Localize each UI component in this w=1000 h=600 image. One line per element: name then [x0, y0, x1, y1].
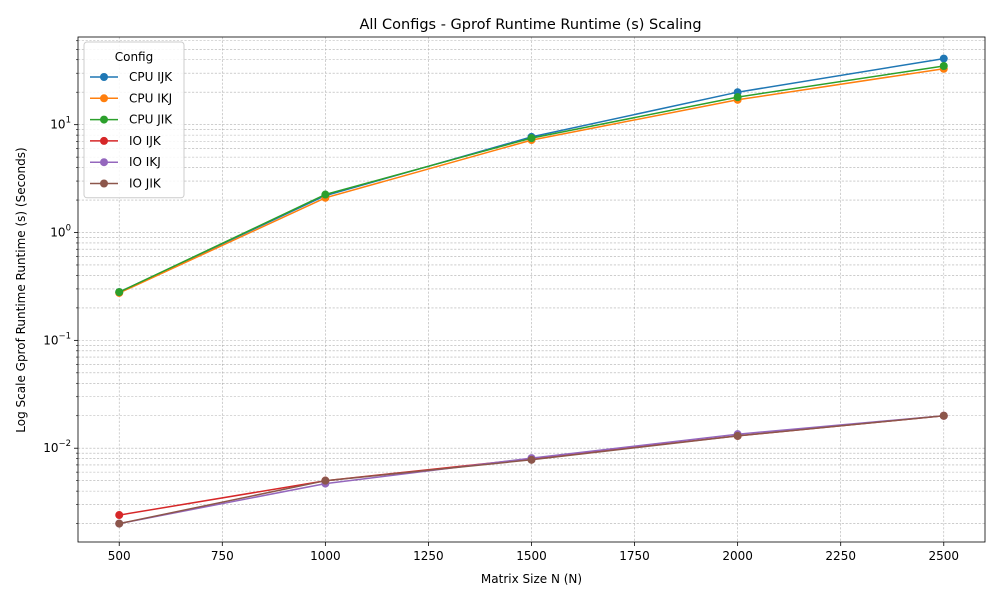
data-point-cpu-jik [733, 93, 742, 102]
plot-series [115, 54, 948, 528]
data-point-cpu-jik [321, 190, 330, 199]
legend-marker [100, 115, 108, 124]
legend-label: IO IKJ [129, 155, 161, 169]
x-axis-title: Matrix Size N (N) [481, 572, 582, 586]
legend: Config CPU IJK CPU IKJ CPU JIK IO IJK IO IKJ I… [83, 41, 185, 199]
data-point-io-ijk [115, 511, 124, 520]
legend-label: CPU JIK [129, 113, 173, 127]
x-tick-label: 1750 [619, 549, 650, 563]
data-point-io-jik [939, 411, 948, 420]
legend-marker [100, 158, 108, 167]
legend-label: CPU IKJ [129, 91, 172, 105]
y-axis-title: Log Scale Gprof Runtime Runtime (s) (Sec… [14, 147, 28, 432]
data-point-io-jik [527, 455, 536, 464]
grid [78, 37, 985, 542]
x-tick-label: 1500 [516, 549, 547, 563]
legend-label: CPU IJK [129, 70, 173, 84]
data-point-cpu-jik [115, 288, 124, 297]
x-tick-label: 2500 [928, 549, 959, 563]
data-point-io-jik [115, 519, 124, 528]
y-axis: 10−2 10−1 100 101 [43, 40, 78, 524]
x-tick-label: 1250 [413, 549, 444, 563]
data-point-cpu-jik [939, 61, 948, 70]
legend-marker [100, 179, 108, 188]
y-tick-label: 10−2 [43, 439, 71, 455]
x-tick-label: 500 [108, 549, 131, 563]
legend-title: Config [115, 50, 154, 64]
y-tick-label: 100 [50, 224, 71, 240]
legend-box [83, 41, 185, 199]
legend-marker [100, 73, 108, 81]
y-tick-label: 10−1 [43, 331, 71, 347]
legend-label: IO JIK [129, 177, 162, 191]
data-point-cpu-jik [527, 134, 536, 143]
data-point-cpu-ijk [939, 54, 948, 63]
x-tick-label: 750 [211, 549, 234, 563]
series-line-io-ikj [119, 414, 944, 525]
legend-marker [100, 136, 108, 145]
chart-title: All Configs - Gprof Runtime Runtime (s) … [359, 17, 701, 33]
series-line-io-jik [119, 414, 944, 525]
x-tick-label: 1000 [310, 549, 341, 563]
data-point-io-jik [321, 476, 330, 485]
x-tick-label: 2000 [722, 549, 753, 563]
data-point-io-jik [733, 431, 742, 440]
y-tick-label: 101 [50, 116, 71, 132]
x-axis: 500 750 1000 1250 1500 1750 2000 2250 2500 [108, 542, 959, 563]
x-tick-label: 2250 [825, 549, 856, 563]
legend-label: IO IJK [129, 134, 162, 148]
legend-marker [100, 94, 108, 103]
